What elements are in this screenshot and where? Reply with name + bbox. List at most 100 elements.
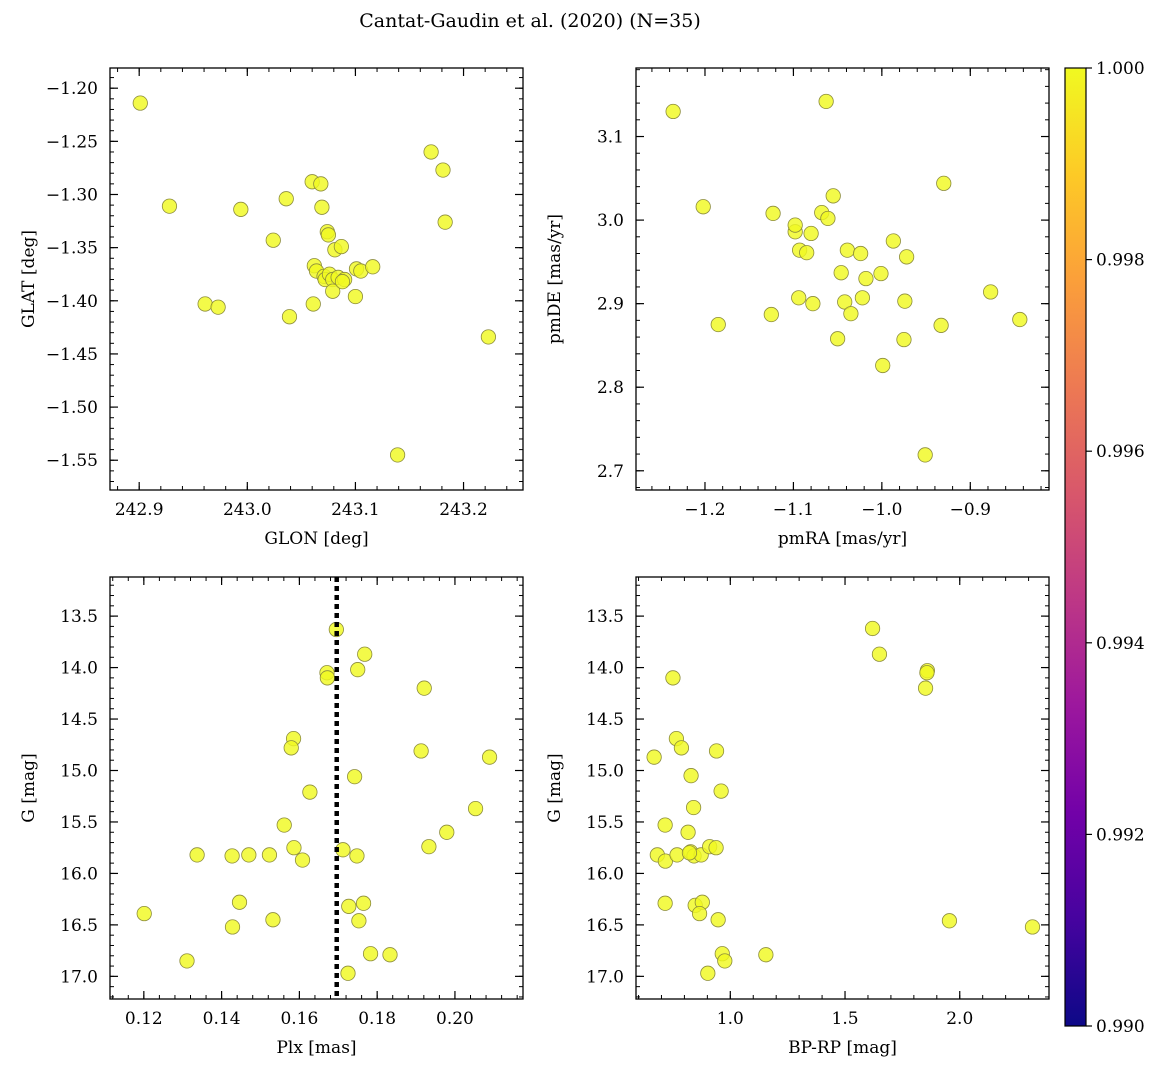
panel-plx-g: 0.12 0.14 0.16 0.18 0.20 13.5 14.0 14.5 15.0 15.5… xyxy=(19,576,524,1058)
data-point xyxy=(276,817,292,833)
data-point xyxy=(669,847,685,863)
x-tick-label: 243.2 xyxy=(439,500,488,520)
data-point xyxy=(320,227,336,243)
figure-title: Cantat-Gaudin et al. (2020) (N=35) xyxy=(359,10,701,32)
colorbar-gradient xyxy=(1064,67,1087,1027)
data-point xyxy=(423,144,439,160)
y-tick-label: 17.0 xyxy=(586,967,624,987)
x-tick-label: 243.1 xyxy=(331,500,380,520)
data-point xyxy=(858,270,874,287)
scatter-points xyxy=(136,621,498,981)
data-point xyxy=(350,662,366,678)
data-point xyxy=(657,817,673,833)
data-point xyxy=(803,225,819,242)
y-tick-label: −1.40 xyxy=(46,292,98,312)
data-point xyxy=(314,199,330,215)
data-point xyxy=(189,847,205,863)
y-tick-label: −1.20 xyxy=(46,79,98,99)
data-point xyxy=(683,768,699,784)
data-point xyxy=(691,905,708,922)
x-tick-label: 2.0 xyxy=(946,1009,973,1029)
data-point xyxy=(853,245,869,262)
x-tick-label: 0.12 xyxy=(125,1009,163,1029)
scatter-points xyxy=(132,95,497,463)
y-tick-label: 16.5 xyxy=(586,916,624,936)
y-axis-label: pmDE [mas/yr] xyxy=(545,214,565,344)
data-point xyxy=(233,201,249,217)
y-tick-label: 16.0 xyxy=(60,864,98,884)
data-point xyxy=(708,840,724,856)
data-point xyxy=(305,296,321,312)
y-axis-label: GLAT [deg] xyxy=(19,230,39,328)
data-point xyxy=(362,946,379,962)
data-point xyxy=(161,198,178,214)
data-point xyxy=(657,853,673,869)
data-point xyxy=(695,199,711,215)
data-point xyxy=(265,232,281,248)
data-point xyxy=(136,905,152,922)
data-point xyxy=(325,283,341,299)
data-point xyxy=(941,913,958,929)
x-axis-label: BP-RP [mag] xyxy=(788,1038,897,1058)
y-tick-label: 13.5 xyxy=(60,607,98,627)
data-point xyxy=(657,895,673,911)
y-tick-label: 17.0 xyxy=(60,967,98,987)
scatter-points xyxy=(665,93,1028,463)
data-point xyxy=(717,953,733,969)
data-point xyxy=(347,769,363,785)
data-point xyxy=(758,947,774,963)
data-point xyxy=(334,274,351,290)
x-tick-label: 0.14 xyxy=(203,1009,241,1029)
y-tick-label: −1.35 xyxy=(46,239,98,259)
x-axis-label: pmRA [mas/yr] xyxy=(778,529,907,549)
y-tick-label: 14.5 xyxy=(60,710,98,730)
data-point xyxy=(805,296,821,312)
x-tick-label: −1.0 xyxy=(861,500,902,520)
data-point xyxy=(224,919,241,935)
data-point xyxy=(132,95,148,111)
data-point xyxy=(416,680,432,696)
y-axis-label: G [mag] xyxy=(19,753,39,822)
colorbar-tick-label: 0.990 xyxy=(1096,1017,1145,1037)
data-point xyxy=(885,233,901,249)
data-point xyxy=(389,447,406,463)
x-tick-label: 0.18 xyxy=(358,1009,396,1029)
data-point xyxy=(421,839,437,855)
data-point xyxy=(197,296,213,312)
x-tick-label: 1.0 xyxy=(717,1009,744,1029)
data-point xyxy=(413,743,429,759)
data-point xyxy=(787,217,803,233)
x-tick-label: 243.0 xyxy=(223,500,272,520)
data-point xyxy=(210,299,226,315)
data-point xyxy=(710,316,726,333)
y-axis-label: G [mag] xyxy=(545,753,565,822)
data-point xyxy=(700,965,716,981)
data-point xyxy=(685,799,702,816)
data-point xyxy=(294,852,311,868)
y-tick-label: 13.5 xyxy=(586,607,624,627)
data-point xyxy=(283,740,299,756)
colorbar-tick-label: 0.992 xyxy=(1096,825,1145,845)
data-point xyxy=(224,848,240,864)
y-tick-label: 15.5 xyxy=(586,813,624,833)
data-point xyxy=(864,620,881,637)
data-point xyxy=(265,912,281,928)
data-point xyxy=(481,749,498,765)
data-point xyxy=(818,93,834,110)
data-point xyxy=(710,912,726,928)
data-point xyxy=(830,331,846,347)
x-tick-label: 0.16 xyxy=(280,1009,318,1029)
colorbar-tick-label: 1.000 xyxy=(1096,59,1145,79)
scatter-points xyxy=(646,620,1041,981)
panel-pmra-pmde: −1.2 −1.1 −1.0 −0.9 2.7 2.8 2.9 3.0 3.1 pmRA [mas… xyxy=(545,67,1050,549)
x-tick-label: 242.9 xyxy=(115,500,164,520)
data-point xyxy=(349,848,365,864)
x-tick-label: 0.20 xyxy=(436,1009,474,1029)
data-point xyxy=(302,784,318,800)
x-tick-label: −1.2 xyxy=(684,500,725,520)
data-point xyxy=(646,749,662,765)
axes-frame xyxy=(109,67,524,491)
colorbar-tick-label: 0.996 xyxy=(1096,442,1145,462)
data-point xyxy=(179,953,195,969)
